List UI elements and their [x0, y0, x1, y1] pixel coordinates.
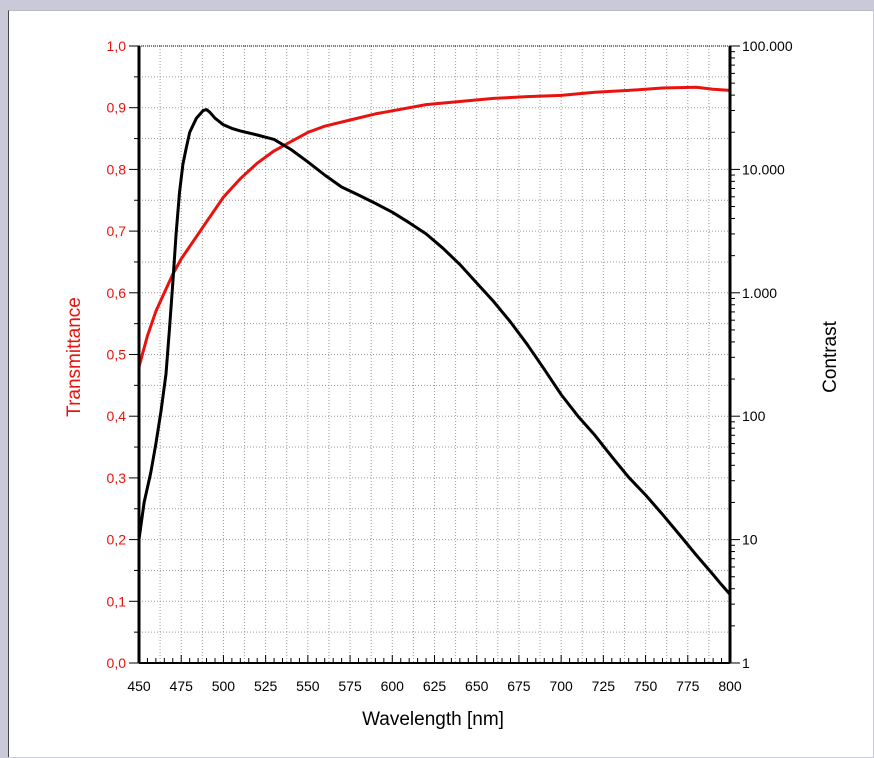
chart-frame: 450 475 500 525 550 575 600 625 650 675 700 725 750 7… — [8, 10, 873, 757]
y-tick-label: 0,5 — [107, 347, 127, 363]
transmittance-contrast-chart: 450 475 500 525 550 575 600 625 650 675 700 725 750 7… — [64, 38, 841, 730]
contrast-series-line — [137, 108, 732, 596]
x-tick-label: 775 — [676, 678, 700, 694]
y-tick-label: 0,8 — [107, 161, 127, 177]
y-tick-label: 0,6 — [107, 285, 127, 301]
y2-tick-label: 1.000 — [742, 285, 777, 301]
x-tick-label: 650 — [465, 678, 489, 694]
x-tick-label: 750 — [634, 678, 658, 694]
y-tick-label: 0,2 — [107, 532, 127, 548]
y2-tick-label: 10.000 — [742, 161, 785, 177]
transmittance-series-line — [137, 85, 731, 368]
x-tick-label: 725 — [592, 678, 616, 694]
grid — [138, 45, 731, 664]
x-axis-title: Wavelength [nm] — [362, 709, 504, 730]
x-tick-label: 675 — [507, 678, 531, 694]
x-tick-label: 500 — [212, 678, 236, 694]
y-tick-label: 1,0 — [107, 38, 127, 54]
y2-tick-label: 100.000 — [742, 38, 793, 54]
y-tick-label: 0,7 — [107, 223, 127, 239]
tick-labels: 450 475 500 525 550 575 600 625 650 675 700 725 750 7… — [107, 38, 793, 694]
y2-tick-label: 10 — [742, 532, 758, 548]
x-tick-label: 800 — [718, 678, 742, 694]
y-tick-label: 0,4 — [107, 408, 127, 424]
y-tick-label: 0,0 — [107, 655, 127, 671]
y-tick-label: 0,9 — [107, 100, 127, 116]
axes — [129, 45, 740, 664]
x-tick-label: 625 — [423, 678, 447, 694]
x-tick-label: 450 — [127, 678, 151, 694]
x-tick-label: 525 — [254, 678, 278, 694]
plot-series — [137, 85, 732, 596]
y2-tick-label: 100 — [742, 408, 766, 424]
y-axis-title: Transmittance — [64, 297, 85, 417]
x-tick-label: 600 — [381, 678, 405, 694]
x-tick-label: 550 — [296, 678, 320, 694]
y-tick-label: 0,1 — [107, 593, 127, 609]
x-tick-label: 700 — [549, 678, 573, 694]
y-tick-label: 0,3 — [107, 470, 127, 486]
y2-axis-title: Contrast — [820, 320, 841, 393]
y2-tick-label: 1 — [742, 655, 750, 671]
x-tick-label: 575 — [338, 678, 362, 694]
x-tick-label: 475 — [170, 678, 194, 694]
